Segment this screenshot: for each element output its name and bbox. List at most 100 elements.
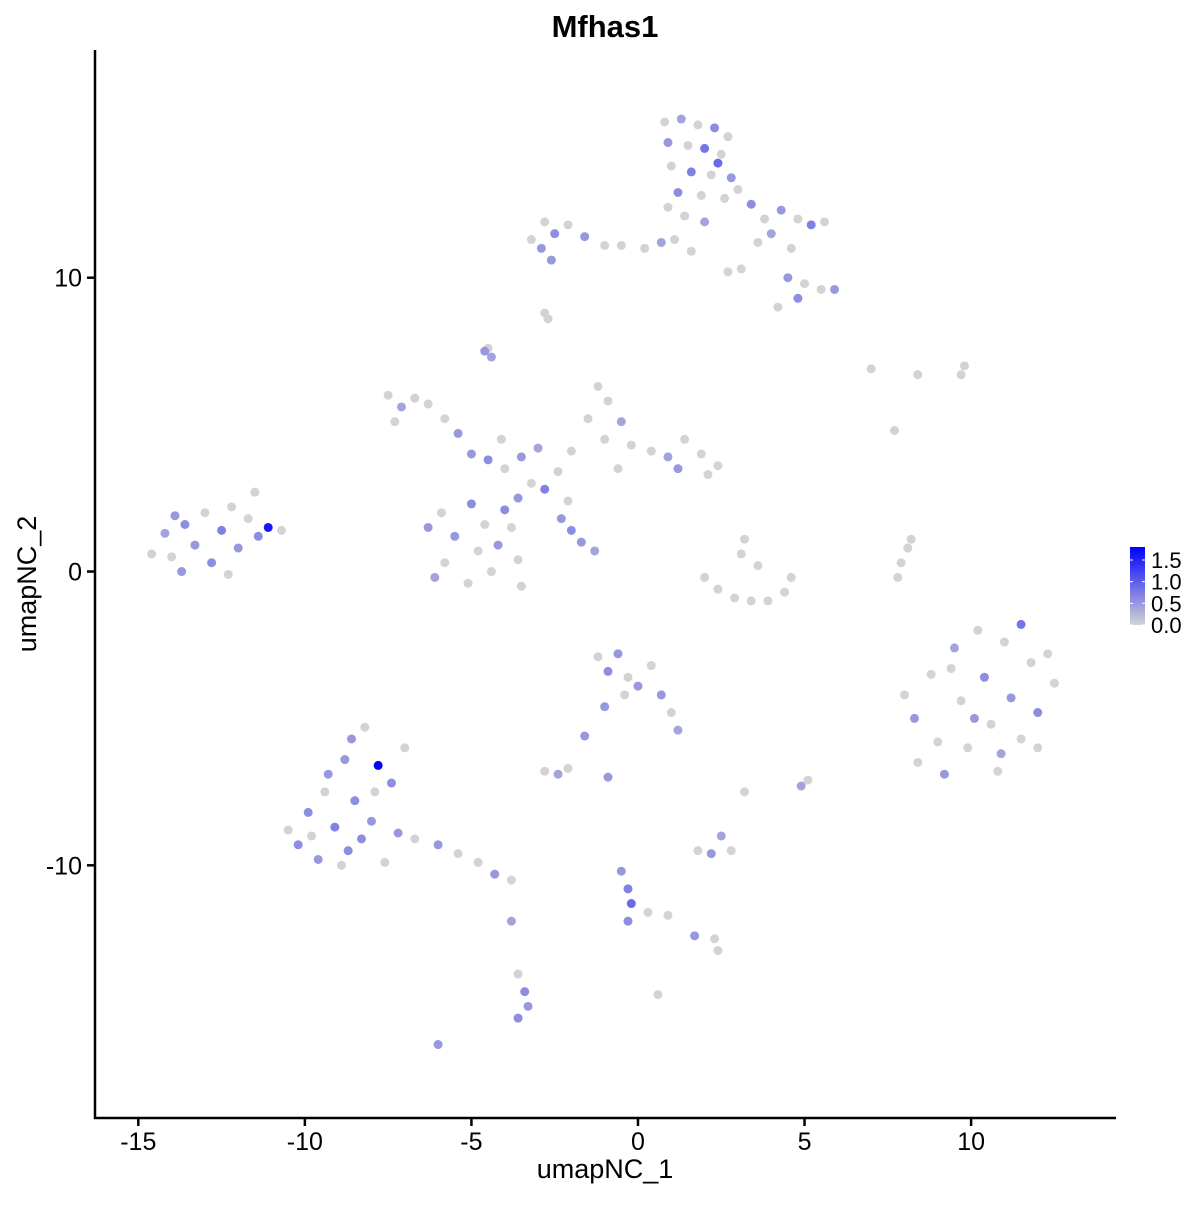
data-point	[423, 399, 433, 409]
data-point	[903, 543, 913, 553]
data-point	[623, 672, 633, 682]
data-point	[889, 425, 899, 435]
data-point	[500, 464, 510, 474]
data-point	[490, 869, 500, 879]
data-point	[550, 229, 560, 239]
y-tick-label: 0	[68, 559, 82, 587]
data-point	[996, 749, 1006, 759]
data-point	[370, 787, 380, 797]
data-point	[546, 255, 556, 265]
data-point	[480, 346, 490, 356]
data-point	[323, 769, 333, 779]
data-point	[730, 593, 740, 603]
data-point	[866, 364, 876, 374]
data-point	[513, 1013, 523, 1023]
data-point	[740, 534, 750, 544]
data-point	[706, 849, 716, 859]
data-point	[543, 314, 553, 324]
data-point	[710, 123, 720, 133]
data-point	[540, 484, 550, 494]
data-point	[513, 555, 523, 565]
data-point	[486, 352, 496, 362]
data-point	[506, 522, 516, 532]
data-point	[180, 520, 190, 530]
data-point	[1016, 734, 1026, 744]
data-point	[736, 264, 746, 274]
data-point	[167, 552, 177, 562]
data-point	[390, 417, 400, 427]
data-point	[506, 875, 516, 885]
data-point	[1016, 619, 1026, 629]
data-point	[806, 220, 816, 230]
data-point	[563, 763, 573, 773]
data-point	[526, 478, 536, 488]
data-point	[320, 787, 330, 797]
data-point	[626, 440, 636, 450]
data-point	[676, 114, 686, 124]
data-point	[736, 549, 746, 559]
data-point	[473, 546, 483, 556]
data-point	[1026, 658, 1036, 668]
data-point	[663, 202, 673, 212]
data-point	[690, 931, 700, 941]
data-point	[646, 661, 656, 671]
data-point	[526, 235, 536, 245]
data-point	[356, 834, 366, 844]
data-point	[453, 428, 463, 438]
data-point	[666, 708, 676, 718]
data-point	[613, 649, 623, 659]
data-point	[899, 690, 909, 700]
data-point	[386, 778, 396, 788]
data-point	[1006, 693, 1016, 703]
data-point	[563, 220, 573, 230]
data-point	[493, 540, 503, 550]
data-point	[896, 558, 906, 568]
data-point	[973, 625, 983, 635]
data-point	[283, 825, 293, 835]
data-point	[786, 243, 796, 253]
data-point	[633, 681, 643, 691]
data-point	[726, 173, 736, 183]
data-point	[830, 284, 840, 294]
data-point	[686, 246, 696, 256]
data-point	[656, 690, 666, 700]
data-point	[207, 558, 217, 568]
data-point	[423, 522, 433, 532]
data-point	[740, 787, 750, 797]
data-point	[590, 546, 600, 556]
data-point	[673, 725, 683, 735]
data-point	[716, 149, 726, 159]
data-point	[433, 1040, 443, 1050]
data-point	[350, 796, 360, 806]
data-point	[949, 643, 959, 653]
data-point	[580, 232, 590, 242]
data-point	[533, 443, 543, 453]
data-point	[603, 772, 613, 782]
y-tick-label: 10	[54, 265, 82, 293]
data-point	[680, 434, 690, 444]
chart-title: Mfhas1	[552, 9, 659, 44]
data-point	[436, 508, 446, 518]
data-point	[360, 722, 370, 732]
data-point	[466, 499, 476, 509]
colorbar-legend: 1.51.00.50.0	[1130, 547, 1182, 638]
data-point	[410, 393, 420, 403]
data-point	[660, 117, 670, 127]
data-point	[760, 214, 770, 224]
data-point	[713, 946, 723, 956]
data-point	[540, 217, 550, 227]
data-point	[553, 769, 563, 779]
data-point	[720, 193, 730, 203]
data-point	[663, 452, 673, 462]
data-point	[623, 884, 633, 894]
data-point	[703, 470, 713, 480]
data-point	[656, 237, 666, 247]
colorbar-tick-label: 1.0	[1151, 570, 1182, 595]
colorbar-tick-label: 1.5	[1151, 548, 1182, 573]
data-point	[516, 452, 526, 462]
data-point	[1049, 678, 1059, 688]
y-axis-ticks: -10 0 10	[46, 265, 95, 880]
data-point	[926, 669, 936, 679]
data-point	[603, 396, 613, 406]
data-point	[816, 284, 826, 294]
